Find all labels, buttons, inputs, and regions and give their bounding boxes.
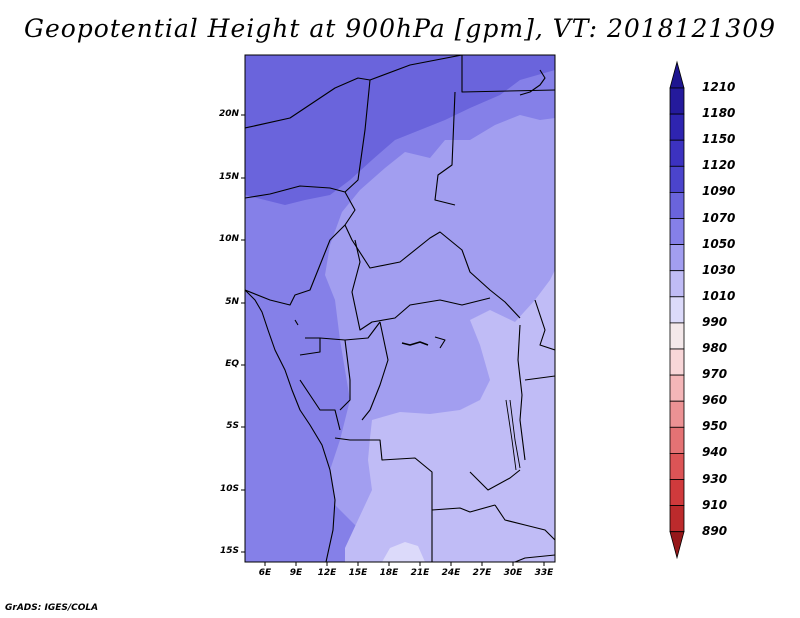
field-1010-patch bbox=[382, 542, 425, 562]
lat-label-20n: 20N bbox=[218, 109, 239, 119]
lat-label-5s: 5S bbox=[226, 421, 239, 431]
colorbar-swatch bbox=[669, 400, 685, 428]
colorbar-swatch bbox=[669, 505, 685, 533]
colorbar-top-arrow bbox=[669, 60, 685, 89]
colorbar-label: 1210 bbox=[702, 80, 736, 94]
lat-label-10s: 10S bbox=[219, 484, 239, 494]
colorbar-label: 970 bbox=[702, 367, 728, 382]
colorbar-label: 1180 bbox=[702, 106, 736, 121]
field-1090-north bbox=[245, 55, 555, 205]
colorbar-label: 980 bbox=[702, 341, 728, 355]
colorbar-swatch bbox=[669, 139, 685, 167]
colorbar-label: 1070 bbox=[702, 210, 736, 225]
lat-ticks bbox=[241, 114, 245, 553]
colorbar-swatch bbox=[669, 87, 685, 115]
lat-label-15s: 15S bbox=[219, 546, 239, 556]
lat-label-eq: EQ bbox=[225, 359, 239, 369]
colorbar-swatch bbox=[669, 165, 685, 193]
colorbar-swatch bbox=[669, 270, 685, 298]
lat-label-15n: 15N bbox=[218, 172, 239, 182]
footer-credit: GrADS: IGES/COLA bbox=[5, 603, 99, 613]
lat-label-5n: 5N bbox=[225, 297, 239, 307]
lon-label-12e: 12E bbox=[317, 568, 337, 578]
colorbar-label: 960 bbox=[702, 393, 728, 408]
lon-label-21e: 21E bbox=[410, 568, 430, 578]
lat-label-10n: 10N bbox=[218, 234, 239, 244]
lon-label-18e: 18E bbox=[379, 568, 399, 578]
field-1070-coast bbox=[245, 300, 330, 562]
lon-ticks bbox=[264, 562, 545, 566]
colorbar-swatch bbox=[669, 113, 685, 141]
colorbar-swatch bbox=[669, 452, 685, 480]
country-borders bbox=[245, 55, 555, 562]
colorbar-label: 1120 bbox=[702, 158, 736, 173]
colorbar-swatch bbox=[669, 479, 685, 507]
colorbar bbox=[669, 60, 685, 560]
colorbar-swatch bbox=[669, 296, 685, 324]
colorbar-swatch bbox=[669, 218, 685, 246]
colorbar-label: 930 bbox=[702, 471, 728, 486]
lon-label-15e: 15E bbox=[348, 568, 368, 578]
colorbar-label: 940 bbox=[702, 445, 728, 460]
colorbar-swatch bbox=[669, 426, 685, 454]
map-frame bbox=[244, 54, 556, 563]
lon-label-27e: 27E bbox=[472, 568, 492, 578]
colorbar-label: 1010 bbox=[702, 288, 736, 303]
colorbar-label: 1150 bbox=[702, 132, 736, 147]
colorbar-label: 890 bbox=[702, 523, 728, 538]
contour-fields bbox=[245, 55, 555, 562]
colorbar-swatch bbox=[669, 374, 685, 402]
colorbar-bottom-arrow bbox=[669, 531, 685, 560]
field-1030-south bbox=[345, 270, 555, 562]
colorbar-label: 1090 bbox=[702, 184, 736, 199]
lon-label-9e: 9E bbox=[289, 568, 303, 578]
colorbar-swatch bbox=[669, 322, 685, 350]
colorbar-swatch bbox=[669, 244, 685, 272]
lon-label-24e: 24E bbox=[441, 568, 461, 578]
colorbar-label: 1050 bbox=[702, 236, 736, 251]
lon-label-6e: 6E bbox=[258, 568, 272, 578]
colorbar-label: 990 bbox=[702, 314, 728, 329]
colorbar-label: 1030 bbox=[702, 262, 736, 277]
colorbar-label: 910 bbox=[702, 497, 728, 512]
colorbar-label: 950 bbox=[702, 419, 728, 434]
chart-title: Geopotential Height at 900hPa [gpm], VT:… bbox=[23, 14, 777, 43]
lon-label-33e: 33E bbox=[534, 568, 554, 578]
colorbar-swatch bbox=[669, 348, 685, 376]
colorbar-swatch bbox=[669, 191, 685, 219]
lon-label-30e: 30E bbox=[503, 568, 523, 578]
